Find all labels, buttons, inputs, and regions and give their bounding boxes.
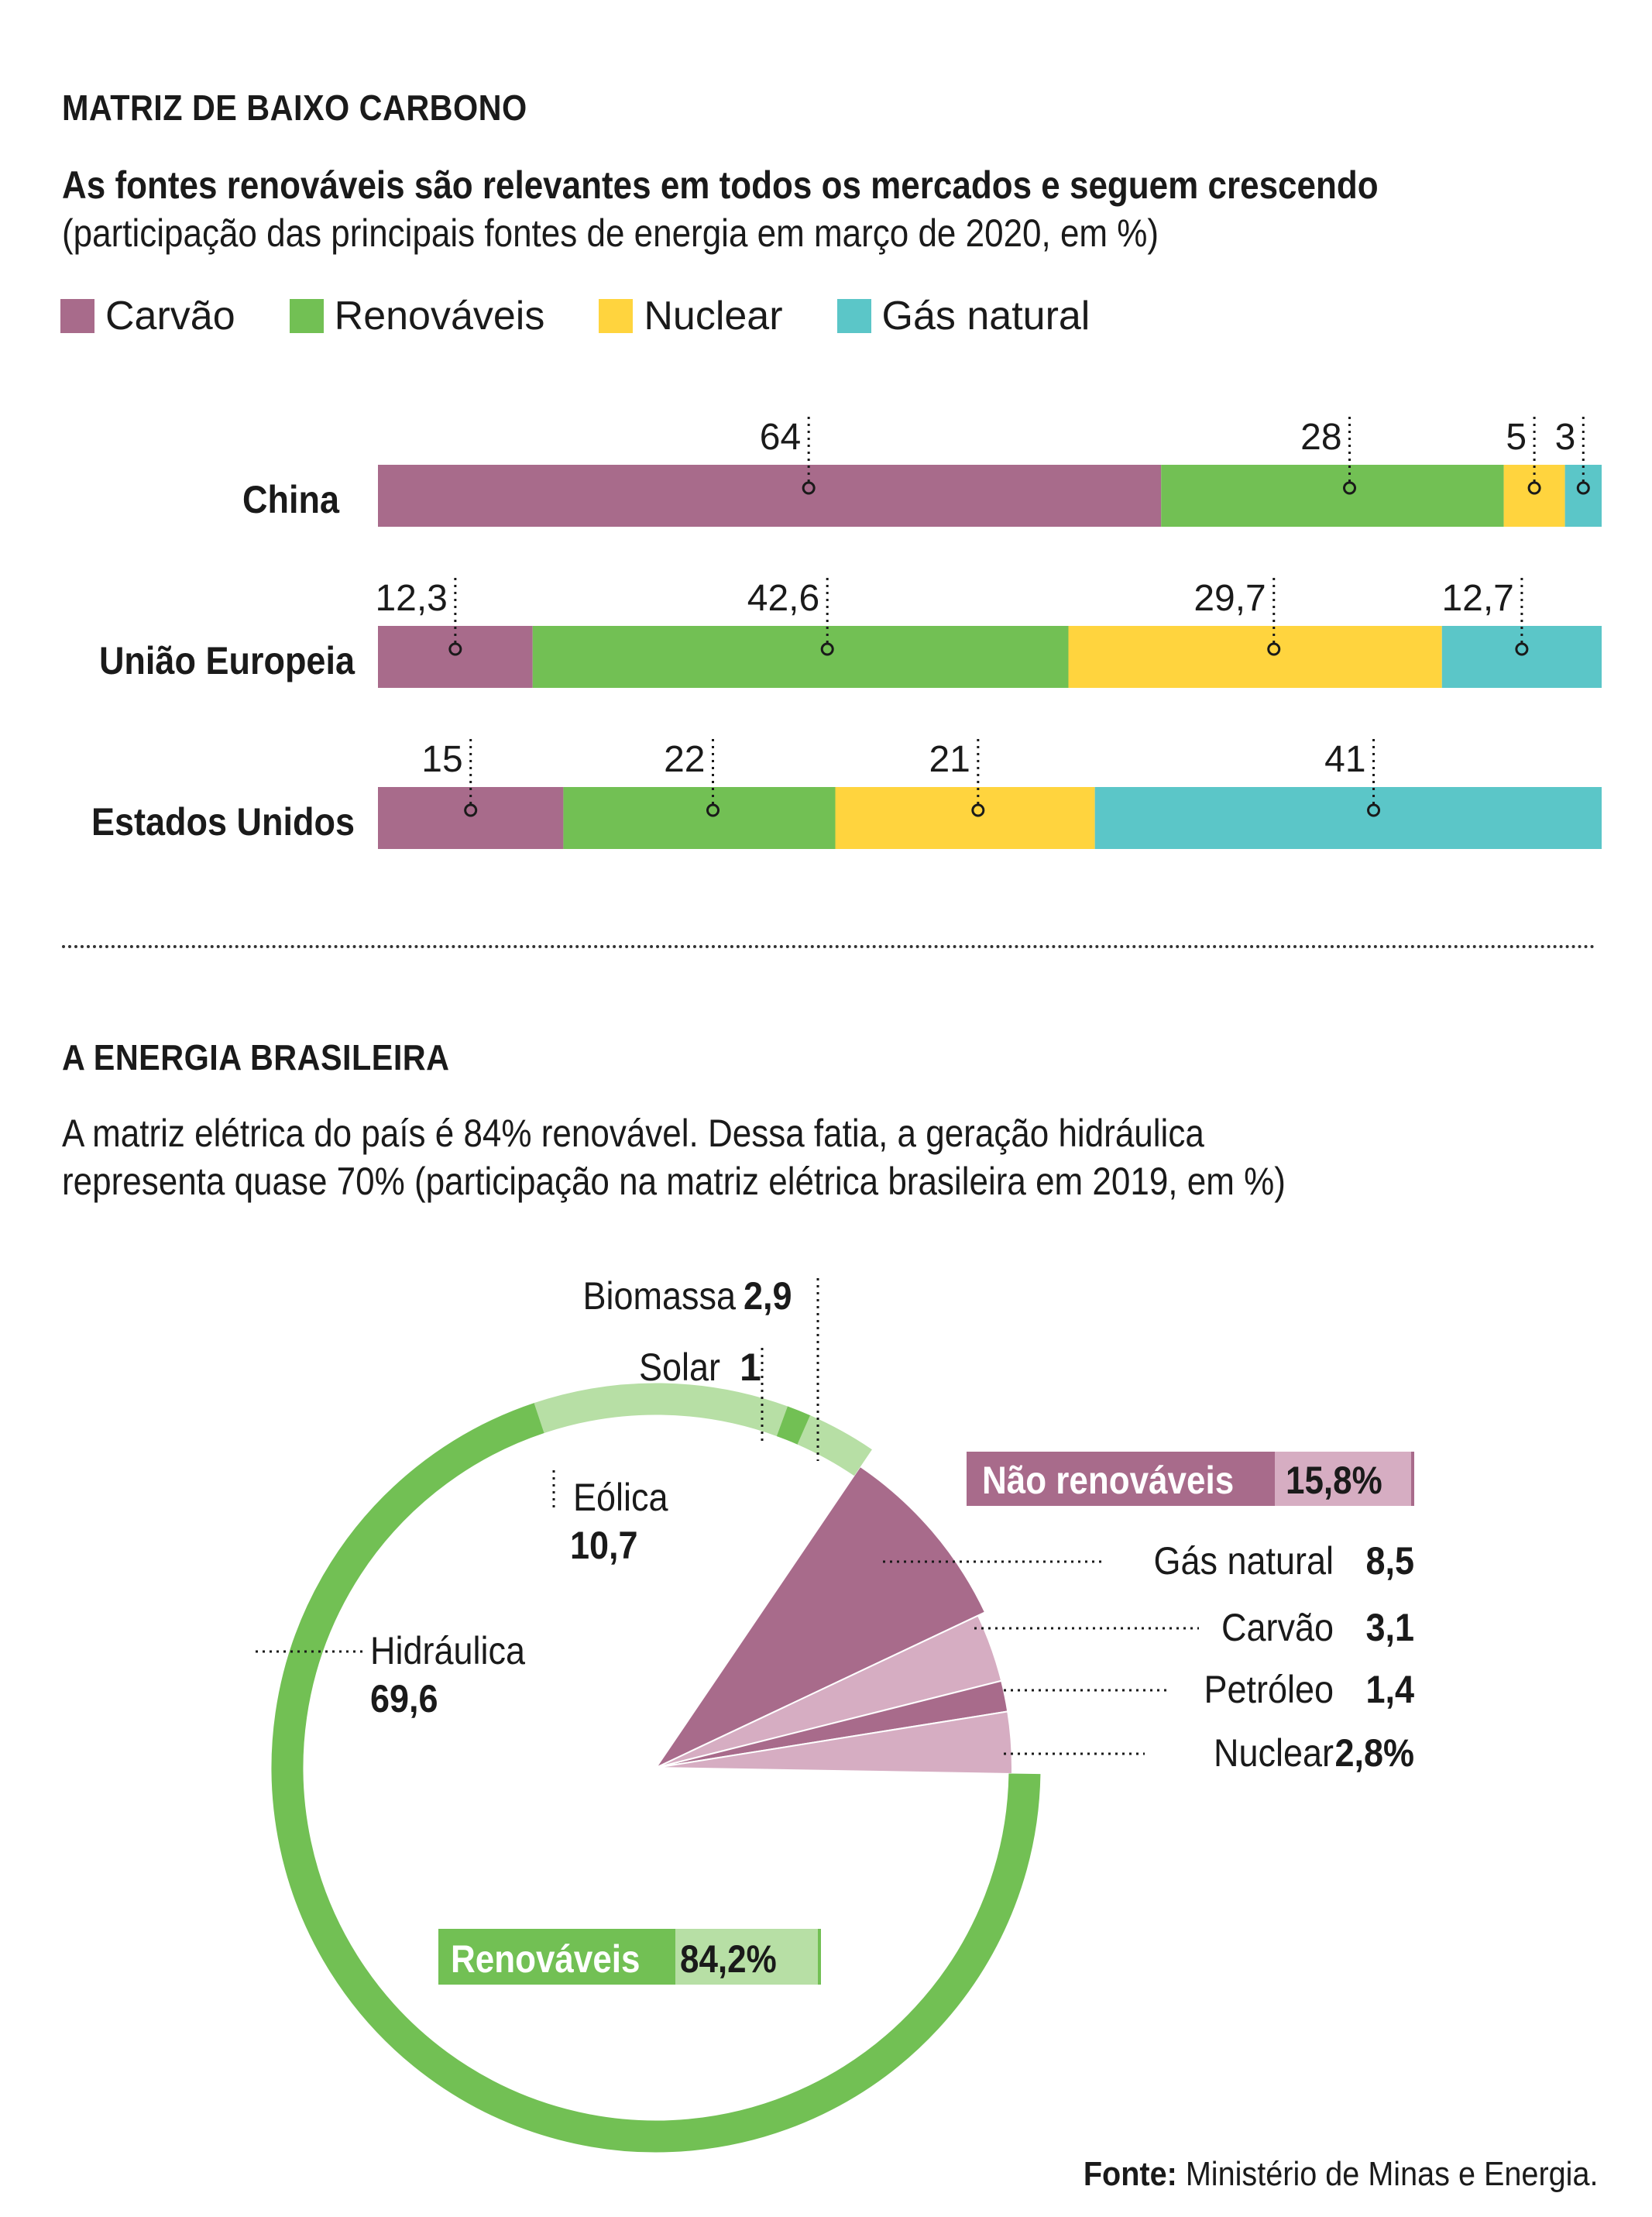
label-value-carvao: 3,1 <box>1365 1607 1414 1650</box>
stacked-bar-chart: 64 28 5 3 12,3 42,6 29,7 12,7 15 22 21 41 <box>375 417 1602 849</box>
label-name-gas-natural: Gás natural <box>1153 1540 1334 1583</box>
legend-swatch-nuclear <box>599 299 634 333</box>
label-name-hidraulica: Hidráulica <box>370 1630 526 1673</box>
value-label-estados-unidos-nuclear: 21 <box>929 739 970 780</box>
marker-uniao-europeia-carvao <box>448 642 462 656</box>
label-value-solar: 1 <box>740 1346 761 1389</box>
bar-uniao-europeia-renovaveis <box>532 626 1069 688</box>
label-value-gas-natural: 8,5 <box>1365 1540 1414 1583</box>
bar-china-gas-natural <box>1564 465 1602 527</box>
label-name-biomassa: Biomassa <box>582 1275 736 1318</box>
label-value-hidraulica: 69,6 <box>370 1678 438 1721</box>
value-label-uniao-europeia-renovaveis: 42,6 <box>747 578 819 619</box>
bar-china-nuclear <box>1503 465 1565 527</box>
slice-eolica <box>534 1383 788 1437</box>
source-note: Fonte: Ministério de Minas e Energia. <box>1083 2155 1598 2194</box>
value-label-china-gas-natural: 3 <box>1555 417 1576 458</box>
chart2-title: A ENERGIA BRASILEIRA <box>62 1037 450 1078</box>
marker-uniao-europeia-renovaveis <box>820 642 834 656</box>
group-box-nao-renovaveis-total <box>1275 1452 1413 1506</box>
marker-estados-unidos-nuclear <box>971 803 985 817</box>
slice-hidraulica <box>271 1402 1041 2153</box>
bar-estados-unidos-gas-natural <box>1094 787 1602 849</box>
label-name-nuclear: Nuclear <box>1214 1732 1334 1775</box>
chart1-subtitle-line2: (participação das principais fontes de e… <box>62 211 1159 255</box>
marker-estados-unidos-carvao <box>464 803 478 817</box>
slice-gas-natural <box>654 1465 987 1770</box>
label-name-carvao: Carvão <box>1221 1607 1334 1650</box>
legend-swatch-renovaveis <box>289 299 324 333</box>
value-label-estados-unidos-carvao: 15 <box>421 739 462 780</box>
legend-item-renovaveis: Renováveis <box>289 293 545 339</box>
bar-china-renovaveis <box>1161 465 1504 527</box>
value-label-uniao-europeia-nuclear: 29,7 <box>1193 578 1266 619</box>
value-label-china-renovaveis: 28 <box>1300 417 1341 458</box>
group-box-renovaveis <box>438 1929 675 1985</box>
source-label: Fonte: <box>1083 2155 1177 2193</box>
marker-uniao-europeia-nuclear <box>1267 642 1281 656</box>
label-name-eolica: Eólica <box>573 1476 668 1520</box>
bar-estados-unidos-renovaveis <box>563 787 836 849</box>
section-divider <box>62 945 1595 948</box>
legend-label-gas-natural: Gás natural <box>881 294 1090 339</box>
group-total-nao-renovaveis: 15,8% <box>1286 1458 1382 1501</box>
value-label-china-nuclear: 5 <box>1506 417 1527 458</box>
group-label-renovaveis: Renováveis <box>451 1937 641 1980</box>
slice-biomassa <box>797 1415 872 1476</box>
value-label-uniao-europeia-gas-natural: 12,7 <box>1441 578 1513 619</box>
marker-estados-unidos-gas-natural <box>1367 803 1381 817</box>
group-box-nao-renovaveis <box>967 1452 1275 1506</box>
bar-china-carvao <box>378 465 1162 527</box>
category-label-china: China <box>242 478 339 521</box>
marker-china-renovaveis <box>1343 481 1357 495</box>
value-label-estados-unidos-renovaveis: 22 <box>664 739 705 780</box>
bar-uniao-europeia-nuclear <box>1068 626 1442 688</box>
value-label-china-carvao: 64 <box>760 417 801 458</box>
group-label-nao-renovaveis: Não renováveis <box>982 1458 1234 1501</box>
marker-china-carvao <box>802 481 816 495</box>
category-label-estados-unidos: Estados Unidos <box>91 800 355 844</box>
bar-uniao-europeia-carvao <box>378 626 533 688</box>
chart2-subtitle-line2: representa quase 70% (participação na ma… <box>62 1160 1286 1203</box>
legend-item-carvao: Carvão <box>60 293 235 339</box>
marker-china-nuclear <box>1527 481 1541 495</box>
label-value-eolica: 10,7 <box>570 1524 638 1568</box>
group-total-renovaveis: 84,2% <box>680 1937 777 1980</box>
label-name-solar: Solar <box>639 1346 720 1390</box>
legend-item-gas-natural: Gás natural <box>836 293 1090 339</box>
group-box-renovaveis-total <box>675 1929 819 1985</box>
label-value-petroleo: 1,4 <box>1365 1669 1414 1712</box>
chart1-title: MATRIZ DE BAIXO CARBONO <box>62 88 527 128</box>
legend-label-carvao: Carvão <box>105 294 235 339</box>
label-value-biomassa: 2,9 <box>744 1275 792 1318</box>
bar-uniao-europeia-gas-natural <box>1441 626 1602 688</box>
chart1-legend: Carvão Renováveis Nuclear Gás natural <box>60 293 1144 339</box>
chart2-subtitle-line1: A matriz elétrica do país é 84% renováve… <box>62 1112 1204 1155</box>
value-label-uniao-europeia-carvao: 12,3 <box>375 578 447 619</box>
bar-estados-unidos-carvao <box>378 787 564 849</box>
marker-china-gas-natural <box>1576 481 1590 495</box>
category-label-uniao-europeia: União Europeia <box>98 639 355 682</box>
legend-swatch-gas-natural <box>836 299 871 333</box>
source-text: Ministério de Minas e Energia. <box>1185 2155 1598 2193</box>
marker-uniao-europeia-gas-natural <box>1515 642 1529 656</box>
legend-swatch-carvao <box>60 299 94 333</box>
bar-estados-unidos-nuclear <box>835 787 1095 849</box>
value-label-estados-unidos-gas-natural: 41 <box>1324 739 1365 780</box>
chart1-subtitle-line1: As fontes renováveis são relevantes em t… <box>62 163 1379 207</box>
legend-label-renovaveis: Renováveis <box>334 294 545 339</box>
legend-item-nuclear: Nuclear <box>599 293 783 339</box>
label-name-petroleo: Petróleo <box>1204 1669 1334 1712</box>
label-value-nuclear: 2,8% <box>1334 1732 1414 1775</box>
legend-label-nuclear: Nuclear <box>644 294 783 339</box>
marker-estados-unidos-renovaveis <box>706 803 720 817</box>
